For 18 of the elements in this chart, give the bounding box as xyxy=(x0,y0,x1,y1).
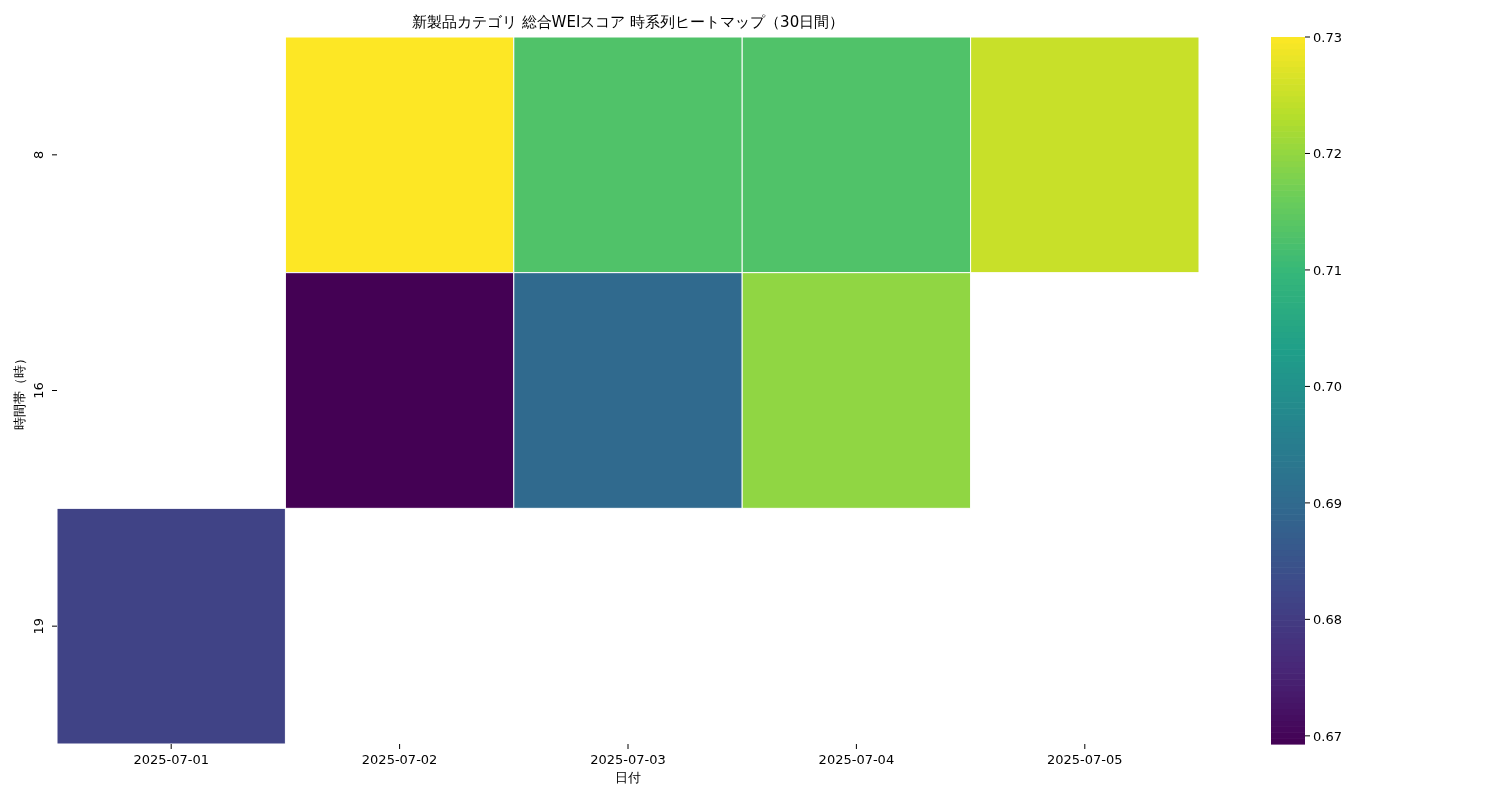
x-tick-label: 2025-07-02 xyxy=(361,752,438,767)
y-axis-title: 時間帯（時） xyxy=(12,351,27,430)
x-tick-label: 2025-07-01 xyxy=(133,752,209,767)
color-bar-label: 0.68 xyxy=(1313,612,1342,628)
color-bar-label: 0.70 xyxy=(1313,379,1342,395)
x-tick-label: 2025-07-03 xyxy=(590,752,666,767)
y-tick-label: 8 xyxy=(31,150,46,159)
x-tick-label: 2025-07-04 xyxy=(818,752,895,767)
color-bar-label: 0.67 xyxy=(1313,728,1342,744)
x-axis-title: 日付 xyxy=(615,770,641,785)
color-bar-label: 0.69 xyxy=(1313,495,1342,511)
color-bar-label: 0.71 xyxy=(1313,262,1342,278)
chart-title: 新製品カテゴリ 総合WEIスコア 時系列ヒートマップ（30日間） xyxy=(411,13,845,31)
y-tick-label: 16 xyxy=(31,382,46,399)
color-bar-label: 0.73 xyxy=(1313,30,1342,45)
y-tick-label: 19 xyxy=(31,617,46,635)
x-tick-label: 2025-07-05 xyxy=(1047,752,1123,767)
color-bar-label: 0.72 xyxy=(1313,146,1342,162)
